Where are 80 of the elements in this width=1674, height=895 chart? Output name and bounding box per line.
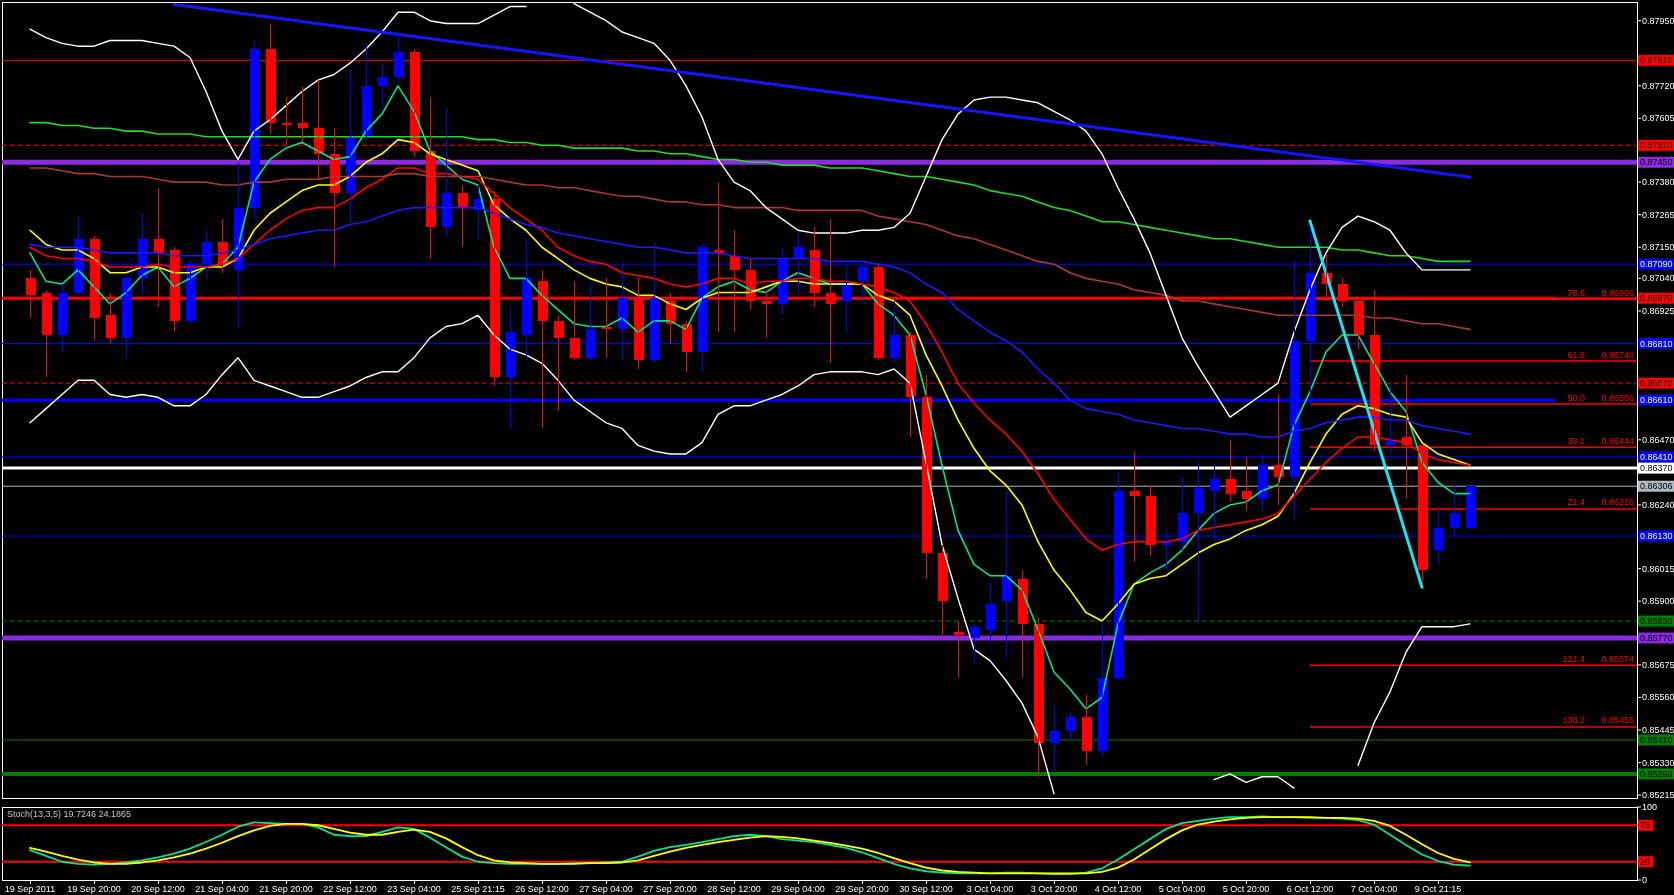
- ref-line-label: 0.85770: [1640, 633, 1673, 644]
- x-tick-label: 30 Sep 12:00: [899, 884, 953, 894]
- candlestick: [1049, 705, 1060, 772]
- chart-title: Stoch(13,3,5) 19.7246 24.1865: [7, 809, 132, 819]
- y-tick-label: 0.87265: [1642, 209, 1674, 220]
- y-tick-label: 0.86240: [1642, 499, 1674, 510]
- ref-line-label: 0.86130: [1640, 531, 1673, 542]
- ref-line-label: 50.0 0.86596: [1567, 392, 1634, 403]
- ref-line-label: 0.85290: [1640, 768, 1673, 779]
- candlestick: [377, 62, 388, 107]
- ref-line-label: 0.87510: [1640, 140, 1673, 151]
- y-tick-label: 0.86470: [1642, 434, 1674, 445]
- x-tick-label: 3 Oct 20:00: [1030, 884, 1078, 894]
- y-tick-label: 0.87605: [1642, 113, 1674, 124]
- x-tick-label: 19 Sep 2011: [4, 884, 56, 894]
- y-tick-label: 0.87150: [1642, 242, 1674, 253]
- line-series: [1308, 219, 1424, 589]
- y-tick-label: 0.85215: [1642, 790, 1674, 801]
- y-tick-label: 0.87720: [1642, 80, 1674, 91]
- candlestick: [953, 620, 964, 679]
- ref-line-label: 0.86410: [1640, 451, 1673, 462]
- y-tick-label: 0.85560: [1642, 692, 1674, 703]
- y-tick-label: 0.85445: [1642, 725, 1674, 736]
- x-tick-label: 29 Sep 04:00: [771, 884, 825, 894]
- y-tick-label: 0.87040: [1642, 273, 1674, 284]
- ref-line-label: 0.85410: [1640, 734, 1673, 745]
- ref-line-label: 0.85830: [1640, 616, 1673, 627]
- ref-line-label: 0.87810: [1640, 55, 1673, 66]
- line-series: [172, 3, 1472, 179]
- x-tick-label: 3 Oct 04:00: [966, 884, 1014, 894]
- y-tick-label: 0.86925: [1642, 305, 1674, 316]
- x-tick-label: 9 Oct 21:15: [1414, 884, 1462, 894]
- ref-line-label: 61.8 0.86748: [1567, 349, 1634, 360]
- x-tick-label: 4 Oct 12:00: [1094, 884, 1142, 894]
- candlestick: [1225, 439, 1236, 503]
- y-tick-label: 0.85900: [1642, 596, 1674, 607]
- ref-line-label: 21.4 0.86226: [1567, 497, 1634, 508]
- y-tick-label: 0.87380: [1642, 177, 1674, 188]
- ref-line-label: 25: [1640, 856, 1651, 867]
- y-tick-label: 0: [1642, 875, 1648, 885]
- x-tick-label: 29 Sep 20:00: [835, 884, 889, 894]
- ref-line-label: 0.86610: [1640, 395, 1673, 406]
- x-tick-label: 23 Sep 04:00: [387, 884, 441, 894]
- x-tick-label: 28 Sep 12:00: [707, 884, 761, 894]
- candlestick: [985, 580, 996, 645]
- line-series: [29, 121, 1471, 263]
- ref-line-label: 78.6 0.86966: [1567, 287, 1634, 298]
- x-tick-label: 21 Sep 04:00: [195, 884, 249, 894]
- y-tick-label: 100: [1642, 802, 1658, 812]
- ref-line-label: 0.86670: [1640, 378, 1673, 389]
- x-tick-label: 5 Oct 20:00: [1222, 884, 1270, 894]
- line-series: [29, 85, 1471, 710]
- ref-line-label: 0.86970: [1640, 293, 1673, 304]
- x-tick-label: 20 Sep 12:00: [131, 884, 185, 894]
- x-tick-label: 5 Oct 04:00: [1158, 884, 1206, 894]
- y-tick-label: 0.86015: [1642, 563, 1674, 574]
- x-tick-label: 27 Sep 20:00: [643, 884, 697, 894]
- x-tick-label: 6 Oct 12:00: [1286, 884, 1334, 894]
- ref-line-label: 75: [1640, 820, 1651, 831]
- ref-line-label: 0.87450: [1640, 157, 1673, 168]
- candlestick: [1465, 484, 1476, 531]
- ref-line-label: 0.86810: [1640, 338, 1673, 349]
- x-tick-label: 7 Oct 04:00: [1350, 884, 1398, 894]
- ref-line-label: 0.86306: [1640, 481, 1673, 492]
- y-tick-label: 0.87950: [1642, 15, 1674, 26]
- x-tick-label: 21 Sep 20:00: [259, 884, 313, 894]
- ref-line-label: 38.2 0.86444: [1567, 435, 1634, 446]
- x-tick-label: 26 Sep 12:00: [515, 884, 569, 894]
- y-tick-label: 0.85675: [1642, 659, 1674, 670]
- ref-line-label: 0.87090: [1640, 259, 1673, 270]
- ref-line-label: 0.86370: [1640, 463, 1673, 474]
- ref-line-label: 121.4 0.85674: [1562, 653, 1634, 664]
- ref-line-label: 138.2 0.85456: [1562, 715, 1634, 726]
- x-tick-label: 25 Sep 21:15: [451, 884, 505, 894]
- x-tick-label: 19 Sep 20:00: [67, 884, 121, 894]
- line-series: [29, 167, 1471, 331]
- x-tick-label: 27 Sep 04:00: [579, 884, 633, 894]
- x-tick-label: 22 Sep 12:00: [323, 884, 377, 894]
- candlestick: [1081, 694, 1092, 766]
- y-tick-label: 0.85330: [1642, 757, 1674, 768]
